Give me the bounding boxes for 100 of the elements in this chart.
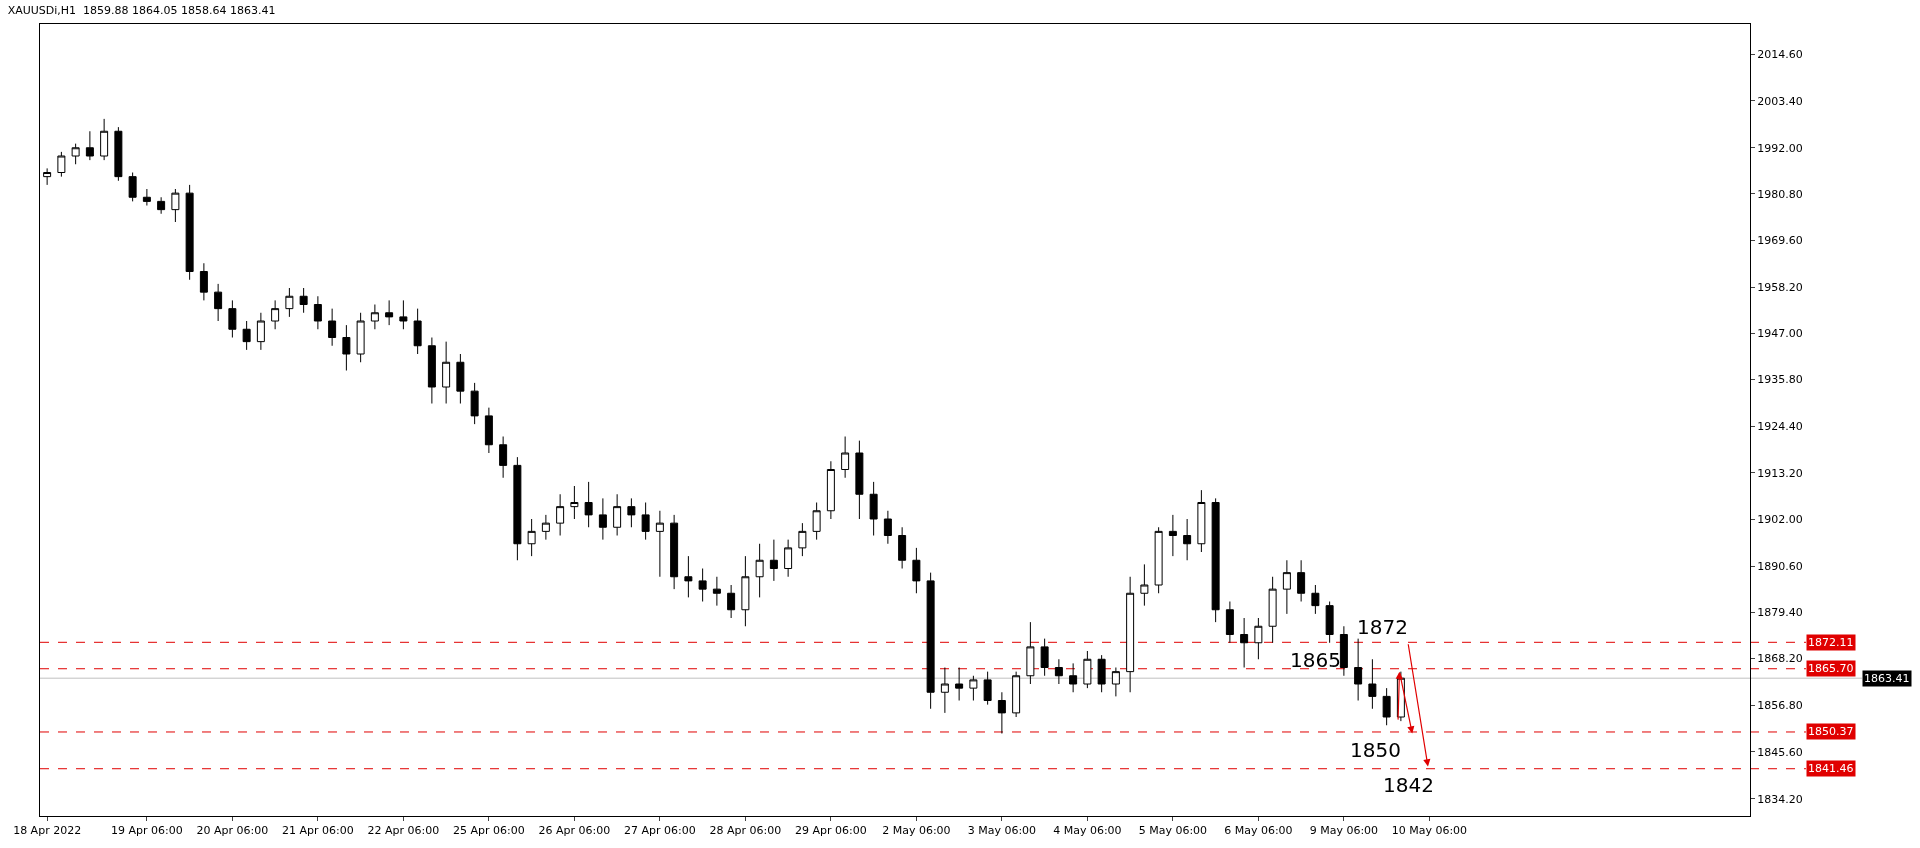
candlestick (841, 436, 850, 479)
candlestick (1368, 658, 1377, 710)
candlestick (769, 539, 778, 582)
candlestick (627, 497, 636, 528)
candlestick (527, 518, 536, 557)
candlestick (940, 667, 949, 714)
x-tick-label: 28 Apr 06:00 (709, 824, 782, 838)
candlestick (328, 308, 337, 347)
ref-line-label: 1872.11 (1808, 636, 1854, 649)
candlestick (1339, 625, 1348, 677)
candlestick (242, 320, 251, 351)
candlestick (869, 481, 878, 536)
candlestick (128, 172, 137, 202)
y-tick-label: 1969.60 (1757, 234, 1803, 247)
x-tick-label: 20 Apr 06:00 (196, 824, 269, 838)
x-tick-label: 26 Apr 06:00 (538, 824, 611, 838)
candlestick (285, 287, 294, 318)
candlestick (1183, 518, 1192, 561)
candlestick (470, 382, 479, 425)
candlestick (1168, 514, 1177, 557)
annotation: 1842 (1383, 773, 1434, 797)
candlestick (1311, 584, 1320, 615)
candlestick (157, 196, 166, 215)
candlestick (513, 456, 522, 561)
candlestick (484, 407, 493, 454)
x-tick-label: 21 Apr 06:00 (282, 824, 354, 838)
x-tick-label: 6 May 06:00 (1224, 824, 1293, 838)
x-tick-label: 19 Apr 06:00 (111, 824, 183, 838)
candlestick (499, 436, 508, 479)
x-tick-label: 27 Apr 06:00 (624, 824, 696, 838)
candlestick (784, 539, 793, 578)
candlestick (598, 497, 607, 541)
candlestick (114, 126, 123, 182)
x-tick-label: 2 May 06:00 (882, 824, 951, 838)
candlestick (43, 167, 52, 186)
candlestick (541, 514, 550, 541)
chart-title: XAUUSDi,H1 1859.88 1864.05 1858.64 1863.41 (7, 4, 276, 18)
candlestick (100, 118, 109, 161)
candlestick (1197, 489, 1206, 553)
candlestick (556, 493, 565, 536)
candlestick (228, 299, 237, 338)
candlestick (1069, 662, 1078, 693)
x-tick-label: 3 May 06:00 (967, 824, 1037, 838)
y-tick-label: 2014.60 (1757, 48, 1803, 62)
candlestick (997, 691, 1006, 734)
candlestick (727, 584, 736, 619)
candlestick (1268, 576, 1277, 644)
y-tick-label: 1834.20 (1757, 792, 1803, 806)
annotation: 1865 (1290, 648, 1341, 672)
candlestick (712, 576, 721, 607)
candlestick (342, 324, 351, 371)
candlestick (1297, 559, 1306, 602)
candlestick (912, 547, 921, 594)
y-tick-label: 1924.40 (1757, 420, 1803, 434)
candlestick (1325, 601, 1334, 644)
candlestick (670, 514, 679, 590)
candlestick (826, 460, 835, 520)
candlestick (983, 671, 992, 706)
candlestick (1254, 617, 1263, 660)
y-tick-label: 2003.40 (1757, 94, 1803, 108)
candlestick (214, 283, 223, 322)
candlestick (1126, 576, 1135, 693)
candlestick (356, 312, 365, 363)
candlestick (883, 510, 892, 545)
candlestick (1012, 671, 1021, 718)
y-tick-label: 1947.00 (1757, 327, 1803, 341)
candlestick (1140, 563, 1149, 607)
x-tick-label: 4 May 06:00 (1053, 824, 1122, 838)
candlestick (1225, 601, 1234, 644)
ref-line-label: 1863.41 (1864, 672, 1910, 685)
candlestick (1154, 526, 1163, 594)
candlestick (1240, 617, 1249, 668)
ref-line-label: 1865.70 (1808, 662, 1854, 675)
candlestick (142, 188, 151, 206)
y-tick-label: 1958.20 (1757, 281, 1803, 295)
candlestick (1083, 650, 1092, 689)
candlestick (926, 572, 935, 710)
candlestick (969, 675, 978, 701)
candlestick (256, 312, 265, 351)
candlestick (385, 299, 394, 326)
candlestick (313, 295, 322, 330)
candlestick (955, 667, 964, 701)
candlestick (399, 299, 408, 330)
candlestick (1097, 654, 1106, 693)
x-tick-label: 10 May 06:00 (1391, 824, 1468, 838)
candlestick (684, 555, 693, 598)
y-tick-label: 1935.80 (1757, 373, 1803, 387)
candlestick (1211, 497, 1220, 623)
candlestick (413, 308, 422, 355)
candlestick (741, 555, 750, 627)
x-tick-label: 25 Apr 06:00 (453, 824, 525, 838)
y-tick-label: 1902.00 (1757, 512, 1803, 526)
candlestick (641, 502, 650, 541)
candlestick (698, 568, 707, 602)
y-tick-label: 1890.60 (1757, 559, 1803, 573)
x-tick-label: 29 Apr 06:00 (795, 824, 867, 838)
candlestick (57, 151, 66, 178)
candlestick (1354, 638, 1363, 701)
candlestick (185, 184, 194, 281)
ref-line-label: 1850.37 (1808, 725, 1854, 738)
